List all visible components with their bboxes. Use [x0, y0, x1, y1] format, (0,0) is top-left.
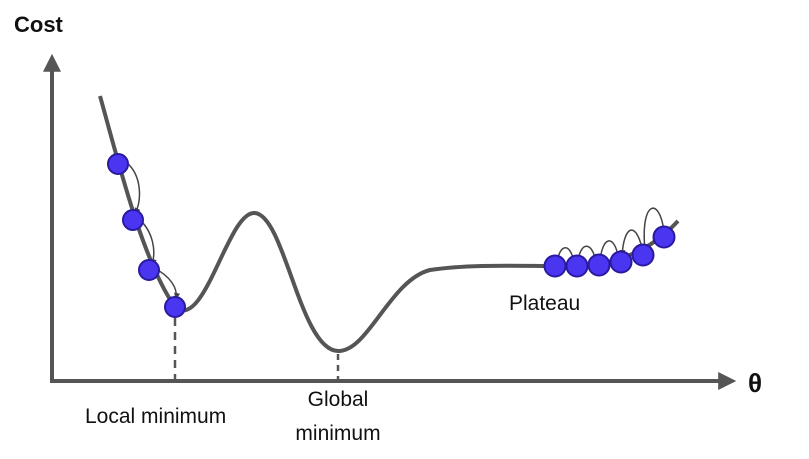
- x-axis-label: θ: [748, 368, 762, 398]
- ball: [587, 253, 611, 277]
- ball: [565, 254, 589, 278]
- step-arrow: [641, 207, 665, 252]
- ball: [164, 296, 186, 318]
- step-arrow: [619, 229, 643, 258]
- descent-balls-left: [107, 153, 186, 318]
- local-minimum-label: Local minimum: [85, 405, 226, 428]
- ball: [543, 254, 567, 278]
- ball: [107, 153, 129, 175]
- global-minimum-label-line2: minimum: [295, 422, 380, 445]
- plateau-label: Plateau: [509, 292, 580, 315]
- cost-curve: [98, 95, 680, 354]
- ball: [631, 243, 655, 267]
- ball: [122, 209, 144, 231]
- y-axis-label: Cost: [14, 12, 64, 37]
- ball: [652, 225, 676, 249]
- descent-balls-plateau: [543, 225, 676, 278]
- ball: [138, 259, 160, 281]
- global-minimum-label-line1: Global: [308, 388, 369, 411]
- ball: [609, 250, 633, 274]
